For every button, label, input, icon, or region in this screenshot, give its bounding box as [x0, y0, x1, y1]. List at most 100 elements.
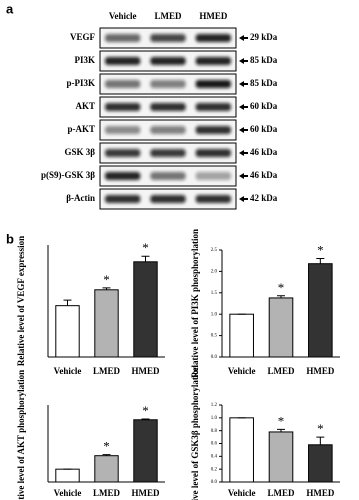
blot-band	[105, 172, 141, 180]
size-label: 42 kDa	[250, 193, 278, 203]
y-tick-label: 1.0	[211, 312, 218, 317]
y-tick-label: 1.5	[211, 291, 218, 296]
blot-band	[150, 195, 186, 203]
x-tick-label: HMED	[306, 488, 334, 498]
y-tick-label: 0.8	[211, 429, 218, 434]
bar	[268, 297, 294, 358]
error-bar	[277, 428, 285, 432]
blot-band	[195, 80, 231, 88]
y-axis-label: Relative level of PI3K phosphorylation	[190, 229, 200, 378]
y-tick-label: 1.0	[211, 416, 218, 421]
x-tick-label: LMED	[93, 366, 121, 376]
panel-label: b	[6, 231, 14, 246]
blot-band	[195, 57, 231, 65]
blot-band	[150, 126, 186, 134]
bar	[308, 263, 333, 358]
x-tick-label: HMED	[306, 366, 334, 376]
bar	[229, 313, 254, 358]
error-bar	[277, 295, 285, 298]
size-label: 46 kDa	[250, 147, 278, 157]
y-tick-label: 2.0	[211, 270, 218, 275]
significance-mark: *	[142, 403, 149, 418]
y-tick-label: 0.4	[211, 454, 218, 459]
y-axis-label: Relative level of VEGF expression	[16, 236, 26, 366]
size-label: 60 kDa	[250, 124, 278, 134]
blot-band	[105, 103, 141, 111]
blot-band	[195, 34, 231, 42]
blot-band	[105, 149, 141, 157]
bar	[308, 444, 333, 483]
blot-band	[150, 80, 186, 88]
y-axis-label: Relative level of AKT phosphorylation	[16, 370, 26, 500]
bar	[55, 305, 80, 358]
significance-mark: *	[278, 413, 285, 428]
x-tick-label: Vehicle	[54, 366, 82, 376]
bar	[133, 261, 158, 358]
y-tick-label: 0.0	[211, 480, 218, 485]
protein-label: GSK 3β	[65, 147, 96, 157]
y-tick-label: 0.5	[211, 334, 218, 339]
protein-label: p-PI3K	[66, 78, 95, 88]
blot-band	[150, 149, 186, 157]
y-axis-label: Relative level of GSK3β phosphorylation	[190, 365, 200, 500]
error-bar	[63, 299, 72, 306]
y-tick-label: 0.2	[211, 467, 218, 472]
panel-label: a	[6, 1, 14, 16]
arrow	[239, 104, 248, 110]
blot-band	[150, 172, 186, 180]
blot-band	[150, 57, 186, 65]
x-tick-label: Vehicle	[54, 488, 82, 498]
significance-mark: *	[278, 280, 285, 295]
size-label: 60 kDa	[250, 101, 278, 111]
protein-label: PI3K	[74, 55, 95, 65]
y-tick-label: 2.5	[211, 248, 218, 253]
protein-label: VEGF	[70, 32, 96, 42]
arrow	[239, 150, 248, 156]
blot-band	[195, 103, 231, 111]
significance-mark: *	[103, 439, 110, 454]
protein-label: AKT	[75, 101, 95, 111]
x-tick-label: LMED	[268, 488, 296, 498]
arrow	[239, 196, 248, 202]
lane-label: HMED	[199, 11, 227, 21]
error-bar	[141, 418, 150, 420]
bar	[94, 455, 119, 483]
bar	[94, 289, 119, 358]
x-tick-label: HMED	[132, 366, 160, 376]
blot-band	[195, 126, 231, 134]
arrow	[239, 173, 248, 179]
lane-label: LMED	[155, 11, 183, 21]
protein-label: p-AKT	[67, 124, 95, 134]
protein-label: β-Actin	[66, 193, 95, 203]
x-tick-label: LMED	[93, 488, 121, 498]
arrow	[239, 81, 248, 87]
blot-band	[150, 34, 186, 42]
x-tick-label: HMED	[132, 488, 160, 498]
error-bar	[316, 258, 325, 264]
error-bar	[316, 436, 325, 445]
blot-band	[105, 57, 141, 65]
blot-band	[105, 80, 141, 88]
bar	[55, 468, 80, 483]
blot-band	[105, 195, 141, 203]
size-label: 85 kDa	[250, 55, 278, 65]
y-tick-label: 1.2	[211, 403, 218, 408]
size-label: 29 kDa	[250, 32, 278, 42]
significance-mark: *	[317, 243, 324, 258]
y-tick-label: 0.0	[211, 355, 218, 360]
error-bar	[141, 255, 150, 262]
blot-band	[105, 126, 141, 134]
significance-mark: *	[142, 240, 149, 255]
x-tick-label: Vehicle	[228, 488, 256, 498]
lane-label: Vehicle	[109, 11, 137, 21]
error-bar	[102, 287, 111, 290]
x-tick-label: Vehicle	[228, 366, 256, 376]
size-label: 46 kDa	[250, 170, 278, 180]
blot-band	[150, 103, 186, 111]
bar	[229, 417, 254, 483]
arrow	[239, 58, 248, 64]
blot-band	[195, 195, 231, 203]
x-tick-label: LMED	[268, 366, 296, 376]
bar	[268, 431, 294, 483]
